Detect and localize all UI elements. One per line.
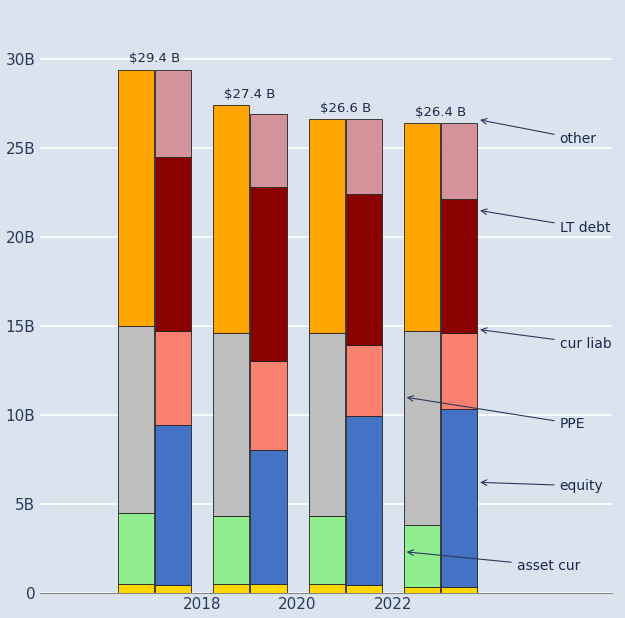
Text: $27.4 B: $27.4 B [224, 88, 276, 101]
Text: cur liab: cur liab [481, 328, 611, 350]
Bar [155, 331, 191, 425]
Bar [213, 583, 249, 593]
Text: $26.4 B: $26.4 B [415, 106, 466, 119]
Bar [251, 451, 287, 583]
Bar [346, 194, 382, 345]
Text: other: other [481, 119, 597, 146]
Text: $26.6 B: $26.6 B [319, 102, 371, 115]
Bar [251, 362, 287, 451]
Bar [309, 119, 345, 333]
Bar [213, 333, 249, 516]
Bar [251, 187, 287, 362]
Bar [155, 425, 191, 585]
Bar [404, 123, 440, 331]
Bar [213, 105, 249, 333]
Bar [118, 583, 154, 593]
Bar [213, 516, 249, 583]
Bar [251, 583, 287, 593]
Text: $29.4 B: $29.4 B [129, 52, 180, 65]
Bar [251, 114, 287, 187]
Bar [404, 331, 440, 525]
Bar [346, 417, 382, 585]
Bar [441, 409, 478, 587]
Bar [118, 326, 154, 512]
Bar [309, 516, 345, 583]
Bar [309, 333, 345, 516]
Text: equity: equity [481, 479, 603, 493]
Bar [346, 345, 382, 417]
Bar [155, 585, 191, 593]
Bar [118, 512, 154, 583]
Bar [441, 333, 478, 409]
Bar [118, 70, 154, 326]
Text: LT debt: LT debt [481, 209, 610, 235]
Bar [441, 123, 478, 200]
Bar [441, 587, 478, 593]
Bar [346, 119, 382, 194]
Bar [155, 157, 191, 331]
Bar [346, 585, 382, 593]
Bar [155, 70, 191, 157]
Text: PPE: PPE [408, 396, 585, 431]
Bar [404, 587, 440, 593]
Bar [309, 583, 345, 593]
Bar [441, 200, 478, 333]
Text: asset cur: asset cur [408, 550, 580, 573]
Bar [404, 525, 440, 587]
